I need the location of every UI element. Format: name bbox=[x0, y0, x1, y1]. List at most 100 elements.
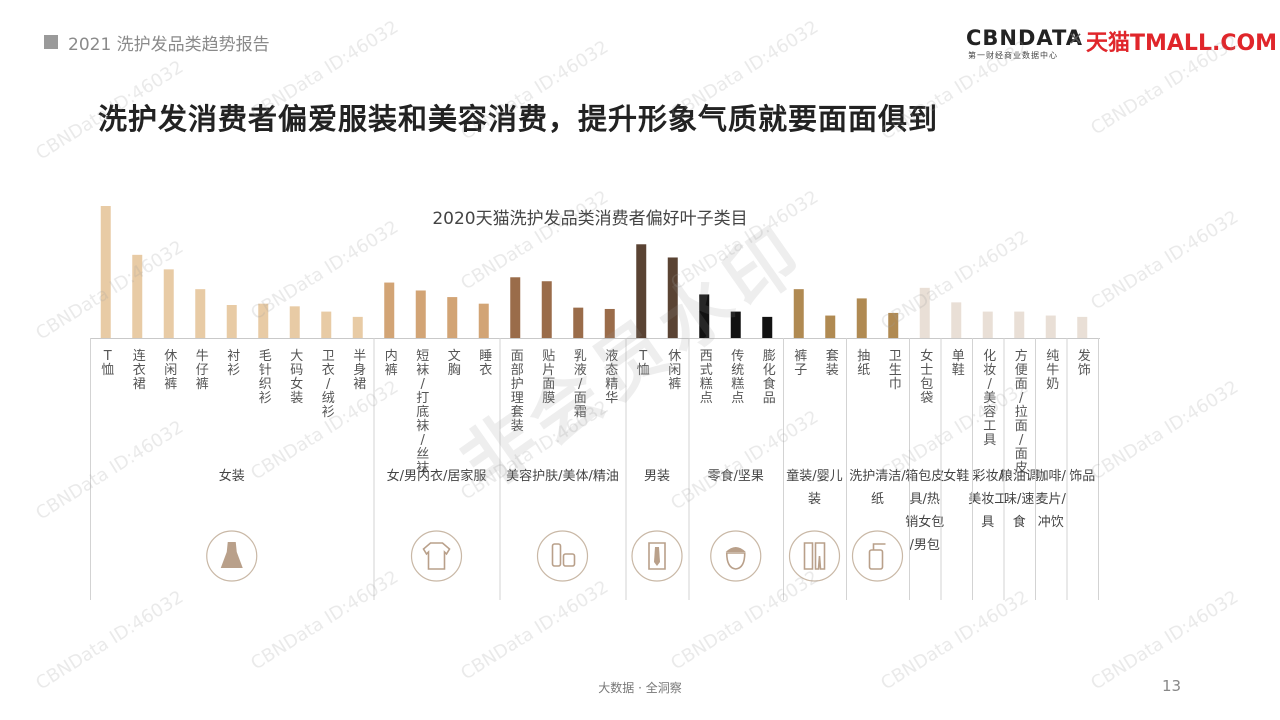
group-label: 女/男内衣/居家服 bbox=[387, 468, 487, 484]
shirt-icon bbox=[410, 530, 463, 582]
bottle-pump-shape bbox=[872, 543, 886, 550]
bar bbox=[982, 311, 993, 338]
bar bbox=[762, 316, 773, 338]
category-label: 纯牛奶 bbox=[1046, 349, 1059, 392]
group-label: 童装/婴儿装 bbox=[786, 468, 842, 507]
category-label: 牛仔裤 bbox=[196, 349, 209, 392]
category-label: 半身裙 bbox=[353, 349, 366, 392]
cream-tube-shape bbox=[551, 543, 562, 567]
bar bbox=[825, 315, 836, 338]
footer-tagline: 大数据 · 全洞察 bbox=[598, 681, 682, 695]
category-label: 裤子 bbox=[794, 349, 807, 378]
group-label: 美容护肤/美体/精油 bbox=[506, 468, 619, 484]
kids-clothes-icon bbox=[788, 530, 841, 582]
category-label: 方便面/拉面/面皮 bbox=[1015, 348, 1028, 476]
bar bbox=[132, 254, 143, 338]
acorn-icon bbox=[710, 530, 762, 582]
bar bbox=[604, 308, 615, 338]
acorn-body-shape bbox=[725, 552, 746, 570]
category-label: 液态精华 bbox=[605, 349, 618, 406]
category-label: 休闲裤 bbox=[164, 349, 177, 392]
bar bbox=[478, 303, 489, 338]
category-label: 卫生巾 bbox=[889, 349, 902, 392]
category-label: 西式糕点 bbox=[700, 349, 713, 406]
group-label: 女装 bbox=[219, 468, 245, 484]
category-label: 短袜/打底袜/丝袜 bbox=[416, 349, 429, 476]
cream-jar-shape bbox=[562, 553, 576, 567]
bar bbox=[793, 289, 804, 338]
page-number: 13 bbox=[1162, 677, 1182, 695]
logo-times: × bbox=[1068, 28, 1084, 49]
group-label: 彩妆/美妆工具 bbox=[968, 469, 1007, 530]
category-label: 大码女装 bbox=[290, 349, 303, 406]
bar bbox=[730, 311, 741, 338]
bar bbox=[636, 244, 647, 338]
bar bbox=[1077, 316, 1088, 338]
category-label: 套装 bbox=[826, 348, 839, 378]
category-label: 卫衣/绒衫 bbox=[322, 349, 335, 420]
tie-shape bbox=[654, 547, 660, 566]
bar bbox=[289, 306, 300, 338]
shirt-shape bbox=[648, 542, 666, 570]
kids-top-shape bbox=[803, 542, 814, 570]
bottle-icon bbox=[851, 530, 904, 582]
category-label: 抽纸 bbox=[857, 349, 870, 378]
report-title: 2021 洗护发品类趋势报告 bbox=[68, 35, 270, 55]
category-label: 内裤 bbox=[385, 348, 398, 378]
category-label: 化妆/美容工具 bbox=[983, 349, 996, 448]
bar bbox=[321, 311, 332, 338]
bar bbox=[699, 294, 710, 338]
tmall-logo: 天猫TMALL.COM bbox=[1086, 31, 1278, 56]
bar bbox=[352, 316, 363, 338]
group-label: 洗护清洁/纸 bbox=[849, 469, 906, 507]
bar bbox=[415, 290, 426, 338]
brand-logo: CBNDATA 第一财经商业数据中心 × 天猫TMALL.COM bbox=[966, 26, 1277, 62]
category-label: 面部护理套装 bbox=[511, 349, 524, 434]
bar bbox=[195, 289, 206, 338]
dress-shape bbox=[220, 542, 243, 568]
shirt-shape bbox=[422, 542, 451, 570]
category-label: 乳液/面霜 bbox=[574, 349, 587, 420]
group-label: 粮油调味/速食 bbox=[1000, 469, 1039, 530]
bar bbox=[667, 257, 678, 338]
bar bbox=[163, 269, 174, 338]
bar bbox=[1014, 311, 1025, 338]
bar bbox=[919, 287, 930, 338]
cbndata-logo-sub: 第一财经商业数据中心 bbox=[968, 51, 1058, 60]
category-label: 膨化食品 bbox=[763, 349, 776, 406]
bar bbox=[384, 282, 395, 338]
dress-icon bbox=[206, 530, 258, 582]
category-label: 连衣裙 bbox=[133, 348, 146, 392]
bar bbox=[100, 206, 111, 338]
bar bbox=[856, 298, 867, 338]
bar bbox=[541, 281, 552, 338]
cbndata-logo: CBNDATA bbox=[966, 26, 1083, 50]
bar bbox=[226, 305, 237, 338]
group-label: 饰品 bbox=[1069, 469, 1095, 484]
acorn-cap-shape bbox=[725, 547, 746, 552]
group-label: 男装 bbox=[644, 469, 670, 484]
category-label: 文胸 bbox=[448, 349, 461, 378]
tie-shirt-icon bbox=[631, 530, 683, 582]
page-title: 洗护发消费者偏爱服装和美容消费，提升形象气质就要面面俱到 bbox=[98, 102, 939, 136]
chart-title: 2020天猫洗护发品类消费者偏好叶子类目 bbox=[432, 209, 748, 229]
bar bbox=[510, 277, 521, 338]
kids-pants-shape bbox=[814, 542, 826, 570]
category-label: 单鞋 bbox=[952, 349, 965, 378]
category-label: 睡衣 bbox=[479, 349, 492, 378]
group-label: 箱包皮具/热销女包/男包 bbox=[905, 468, 944, 553]
category-label: 休闲裤 bbox=[668, 349, 681, 392]
bar bbox=[258, 303, 269, 338]
group-label: 零食/坚果 bbox=[708, 468, 764, 484]
category-label: 女士包袋 bbox=[920, 348, 933, 406]
category-label: 传统糕点 bbox=[731, 349, 744, 406]
bottle-body-shape bbox=[868, 549, 884, 570]
bar bbox=[888, 312, 899, 338]
category-label: 衬衫 bbox=[227, 349, 240, 378]
category-label: 贴片面膜 bbox=[542, 349, 555, 406]
bar bbox=[573, 307, 584, 338]
group-label: 咖啡/麦片/冲饮 bbox=[1036, 469, 1067, 530]
